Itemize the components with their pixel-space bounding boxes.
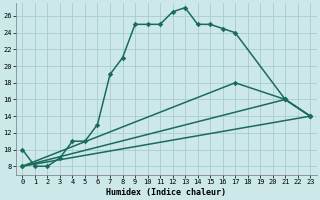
X-axis label: Humidex (Indice chaleur): Humidex (Indice chaleur): [106, 188, 226, 197]
